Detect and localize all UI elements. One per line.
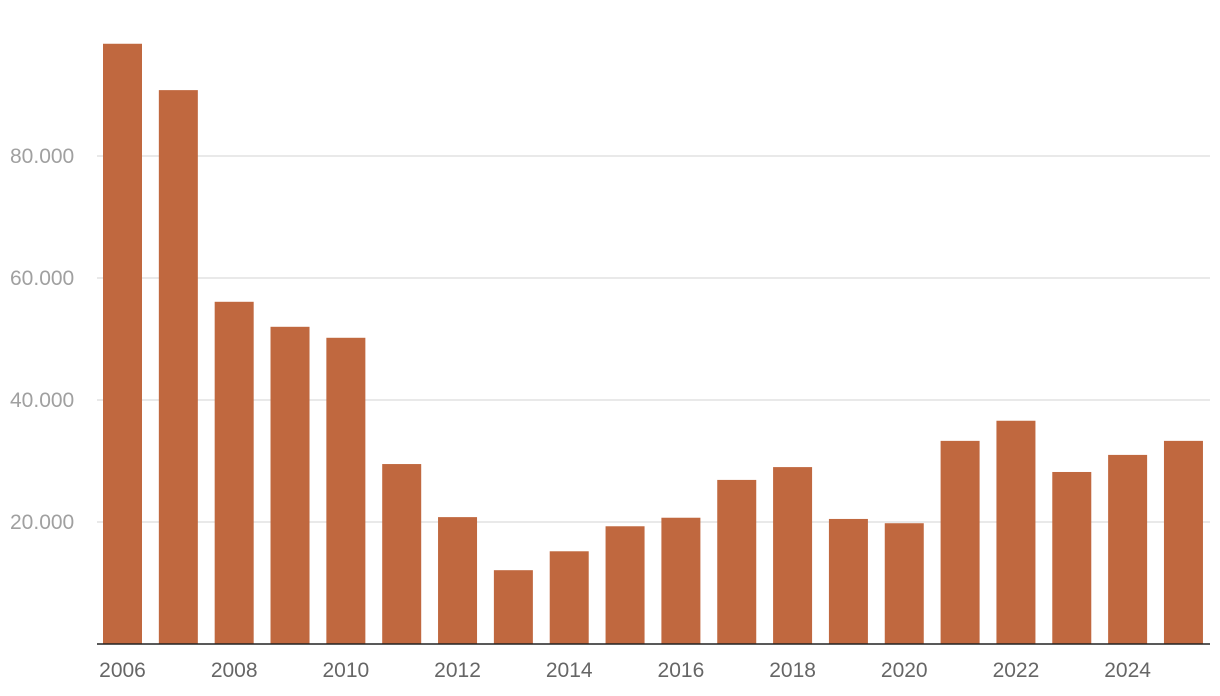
- bar-2009: [270, 326, 310, 644]
- x-tick-label: 2016: [658, 659, 705, 682]
- x-tick-label: 2022: [993, 659, 1040, 682]
- bar-2022: [996, 420, 1036, 644]
- bar-2013: [493, 570, 533, 644]
- bar-2017: [717, 479, 757, 644]
- bar-2007: [158, 90, 198, 645]
- bar-2025: [1163, 440, 1203, 644]
- x-tick-label: 2018: [769, 659, 816, 682]
- bar-2023: [1052, 471, 1092, 644]
- x-tick-label: 2008: [211, 659, 258, 682]
- y-tick-label: 40.000: [10, 389, 74, 412]
- bar-2011: [382, 464, 422, 644]
- bar-2012: [438, 517, 478, 644]
- x-tick-label: 2014: [546, 659, 593, 682]
- y-tick-label: 80.000: [10, 145, 74, 168]
- bar-2015: [605, 526, 645, 644]
- bar-2010: [326, 337, 366, 644]
- bar-2014: [549, 551, 589, 644]
- y-tick-label: 20.000: [10, 511, 74, 534]
- bar-2019: [828, 518, 868, 644]
- x-tick-label: 2020: [881, 659, 928, 682]
- x-tick-label: 2010: [323, 659, 370, 682]
- bar-2006: [103, 43, 142, 644]
- y-tick-label: 60.000: [10, 267, 74, 290]
- bar-2020: [884, 523, 924, 644]
- x-tick-label: 2006: [99, 659, 146, 682]
- bar-2016: [661, 517, 701, 644]
- bar-2018: [773, 467, 813, 644]
- bar-2021: [940, 440, 980, 644]
- x-tick-label: 2024: [1104, 659, 1151, 682]
- bar-2008: [214, 301, 254, 644]
- bar-2024: [1108, 454, 1148, 644]
- x-tick-label: 2012: [434, 659, 481, 682]
